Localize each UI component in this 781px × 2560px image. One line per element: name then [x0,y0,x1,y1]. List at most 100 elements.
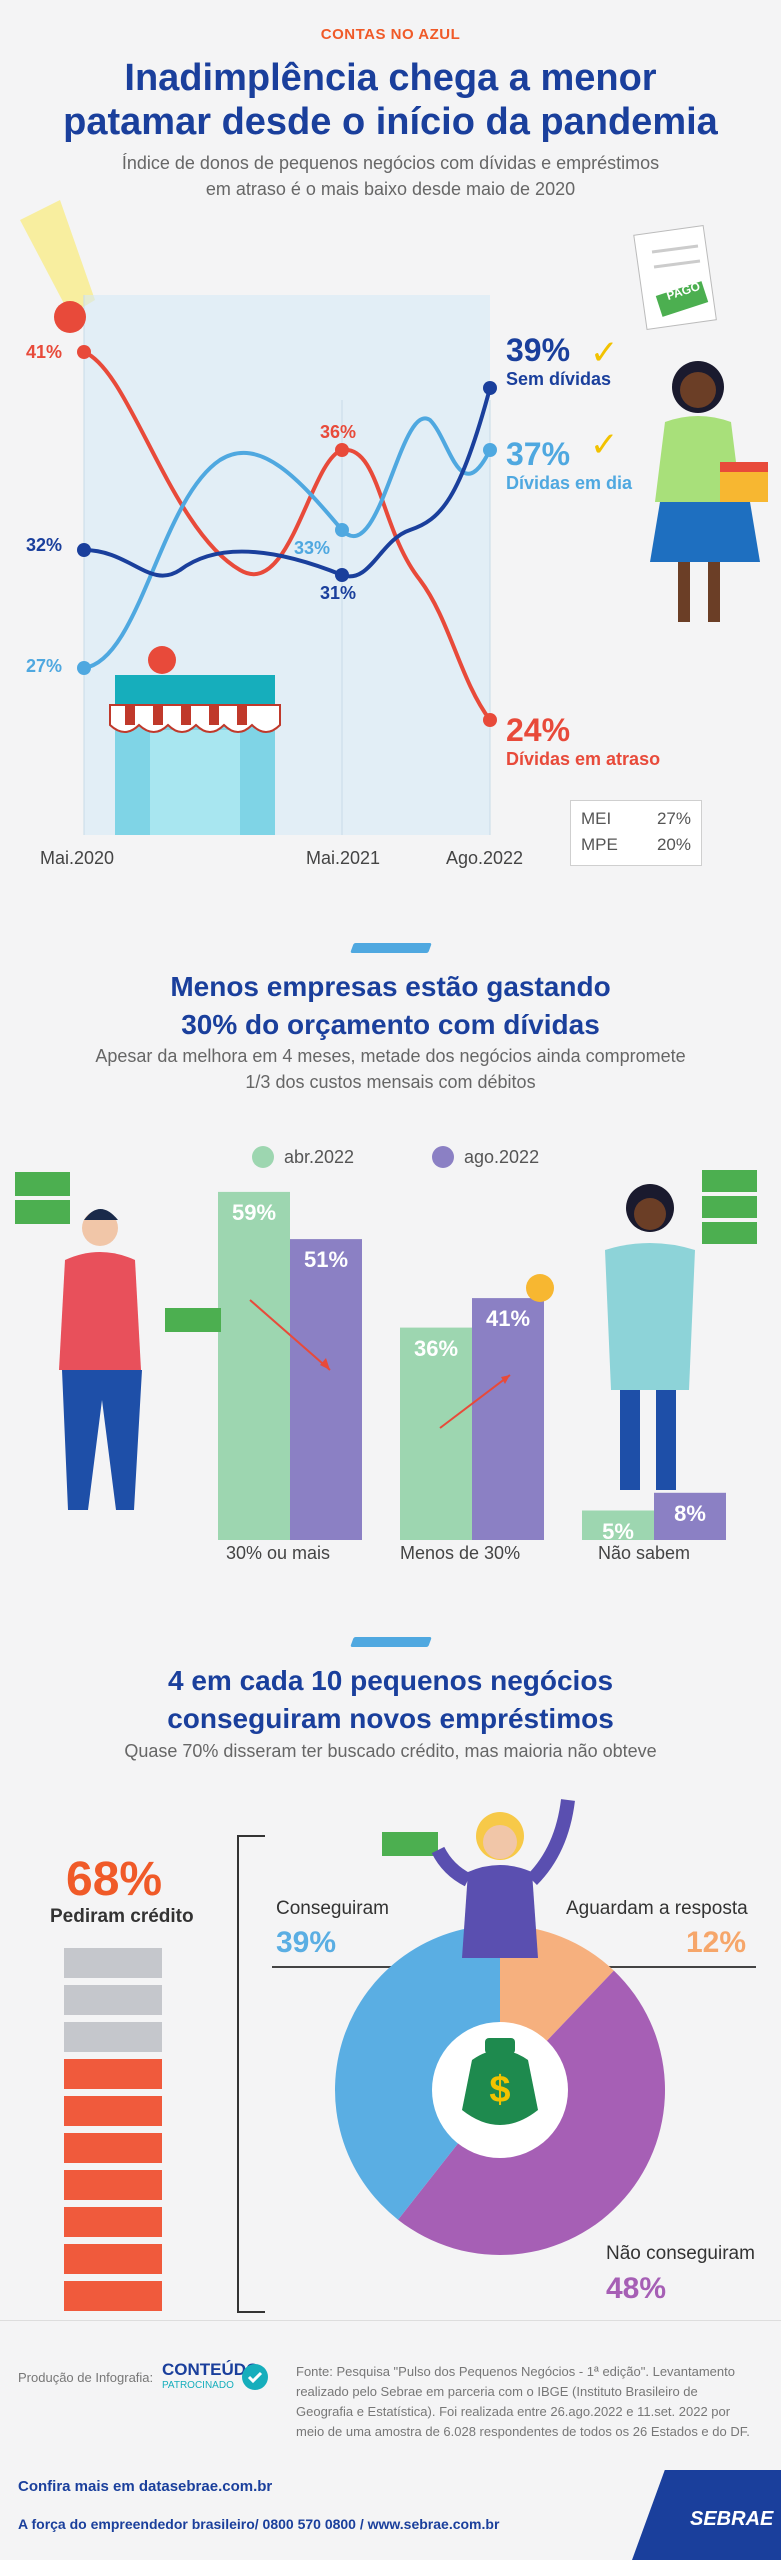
category-menos-de-30: Menos de 30% [400,1543,521,1563]
end-label-sem-dividas: 39% Sem dívidas [506,332,611,390]
fonte-line-3: Geografia e Estatística). Foi realizada … [296,2404,731,2419]
stack-bar-segment [64,2281,162,2311]
label-dia-mid: 33% [294,538,331,558]
mei-value: 27% [656,809,691,828]
bracket [237,1835,265,2313]
end-dia-name: Dívidas em dia [506,473,633,493]
section3-subtitle: Quase 70% disseram ter buscado crédito, … [124,1741,657,1761]
tick-mai-2021: Mai.2021 [306,848,381,868]
bar-chart [15,1170,757,1540]
line-dividas-em-atraso [83,350,492,722]
bar-ago-0 [290,1239,362,1540]
fonte-line-4: meio de uma amostra de 6.028 respondente… [296,2424,750,2439]
mei-name: MEI [581,809,612,828]
conteudo-patrocinado-logo: CONTEÚDO PATROCINADO [162,2360,259,2391]
stack-bar-segment [64,2244,162,2274]
svg-text:$: $ [489,2069,510,2111]
legend-ago-swatch [432,1146,454,1168]
stack-bar-segment [64,2207,162,2237]
man-with-cash-illustration [15,1172,221,1510]
point-dia-end [483,443,497,457]
woman-with-coin-illustration [526,1170,757,1490]
end-atraso-name: Dívidas em atraso [506,749,661,769]
section3-title-line-1: 4 em cada 10 pequenos negócios [167,1665,614,1696]
conseguiram-underline [272,1966,472,1968]
woman-paid-illustration [633,225,768,622]
section2-title-line-1: Menos empresas estão gastando [170,971,611,1002]
kicker: CONTAS NO AZUL [320,26,461,43]
mpe-name: MPE [581,835,618,854]
category-30-ou-mais: 30% ou mais [226,1543,331,1563]
section-divider [350,1637,432,1647]
stack-bar-segment [64,2133,162,2163]
end-atraso-value: 24% [506,712,571,748]
check-icon: ✓ [590,426,619,464]
end-sem-name: Sem dívidas [506,369,612,389]
aguardam-value: 12% [686,1926,747,1959]
category-nao-sabem: Não sabem [598,1543,691,1563]
bar-value-labels [216,1168,516,1169]
end-label-dividas-em-atraso: 24% Dívidas em atraso [506,712,660,770]
stack-bar-segment [64,2022,162,2052]
pie-chart: $ [335,1799,666,2255]
aguardam-underline [530,1966,756,1968]
bar-ago-2 [654,1492,726,1540]
bar-value-ago-2: 8% [674,1500,706,1526]
sebrae-logo: SEBRAE [690,2508,774,2530]
money-bag-icon: $ [462,2038,538,2125]
point-atraso-end [483,713,497,727]
section2-title-line-2: 30% do orçamento com dívidas [181,1009,600,1040]
contato-text: A força do empreendedor brasileiro/ 0800… [18,2516,500,2532]
bar-ago-1 [472,1298,544,1540]
trend-arrow-up [439,1374,511,1429]
section1-subtitle: Índice de donos de pequenos negócios com… [0,150,781,202]
confira-link[interactable]: Confira mais em datasebrae.com.br [18,2478,273,2495]
legend-abr: abr.2022 [252,1146,354,1168]
mpe-row: MPE 20% [581,835,691,855]
stack-bar-segment [64,1985,162,2015]
point-sem-end [483,381,497,395]
fonte-text: Fonte: Pesquisa "Pulso dos Pequenos Negó… [296,2362,766,2442]
page-title: Inadimplência chega a menor patamar desd… [0,56,781,144]
line-chart [20,200,497,835]
legend-abr-label: abr.2022 [284,1146,355,1167]
trend-arrow-down-head [320,1358,330,1370]
title-line-2: patamar desde o início da pandemia [63,101,718,143]
label-atraso-mid: 36% [320,422,357,442]
point-dia-start [77,661,91,675]
end-label-dividas-em-dia: 37% Dívidas em dia [506,436,632,494]
bar-chart-bars [218,1191,726,1540]
spotlight-beam [20,200,95,315]
woman-with-cash-illustration [382,1799,575,1958]
section2-subtitle: Apesar da melhora em 4 meses, metade dos… [0,1043,781,1095]
conteudo-logo-icon [242,2364,268,2390]
stack-bar-segment [64,2096,162,2126]
stack-bar-segment [64,1948,162,1978]
point-sem-mid [335,568,349,582]
label-dia-start: 27% [26,656,63,676]
bar-value-abr-0: 59% [231,1199,277,1225]
bar-abr-2 [582,1510,654,1540]
label-sem-start: 32% [26,535,63,555]
mei-row: MEI 27% [581,809,691,829]
end-sem-value: 39% [506,332,571,368]
section2-subtitle-line-1: Apesar da melhora em 4 meses, metade dos… [95,1046,686,1066]
pediram-value: 68% [66,1853,163,1906]
subtitle-line-2: em atraso é o mais baixo desde maio de 2… [205,179,576,199]
footer-divider [0,2320,781,2321]
legend-ago-label: ago.2022 [464,1146,540,1167]
tick-mai-2020: Mai.2020 [40,848,115,868]
bar-abr-0 [218,1191,290,1540]
stack-bar-segment [64,2170,162,2200]
nao-conseguiram-value: 48% [606,2272,667,2305]
bar-value-abr-2: 5% [602,1518,634,1544]
bar-value-abr-1: 36% [413,1335,459,1361]
section3-title-line-2: conseguiram novos empréstimos [167,1703,614,1734]
bar-abr-1 [400,1327,472,1540]
pie-slice-0 [335,1925,500,2220]
tick-ago-2022: Ago.2022 [446,848,524,868]
point-atraso-mid [335,443,349,457]
trend-arrow-up-head [501,1375,510,1384]
stack-bar-segment [64,2059,162,2089]
bar-value-ago-1: 41% [485,1306,531,1332]
